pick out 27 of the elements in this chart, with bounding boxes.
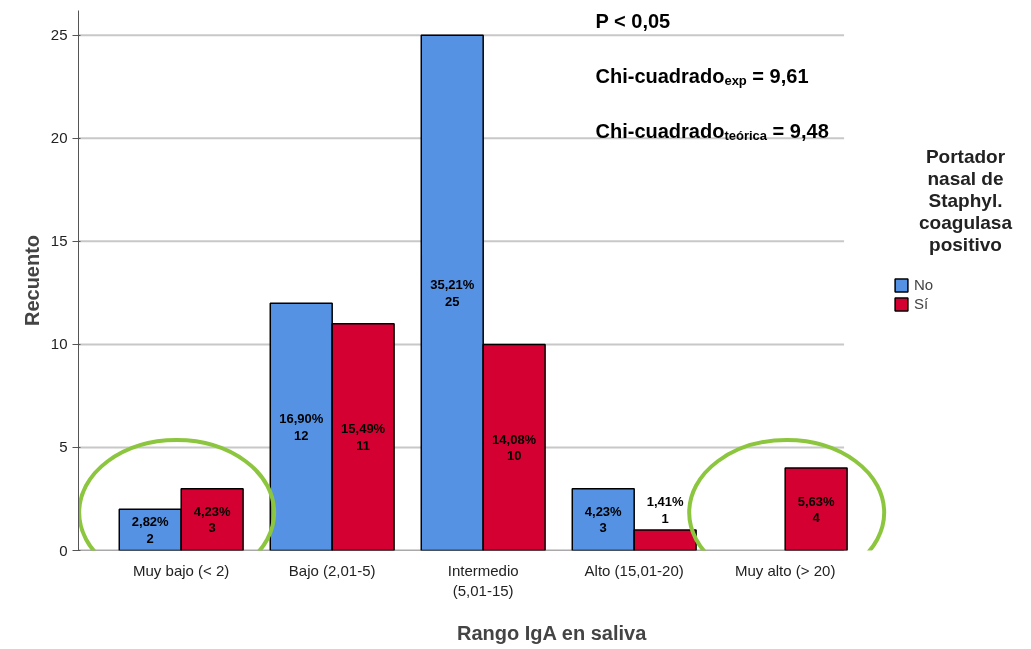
x-axis-title: Rango IgA en saliva	[456, 621, 648, 644]
data-label: 4,23% 3	[584, 503, 623, 536]
y-tick-label: 25	[50, 26, 68, 44]
legend-label: Sí	[914, 295, 930, 312]
y-tick-label: 15	[50, 232, 68, 250]
legend-title: Portador nasal de Staphyl. coagulasa positivo	[919, 145, 1013, 255]
y-tick-label: 0	[59, 541, 68, 559]
annotation: P < 0,05	[595, 9, 671, 32]
data-label: 16,90% 12	[279, 411, 324, 443]
data-label: 2,82% 2	[131, 514, 170, 546]
x-tick-label: Muy alto (> 20)	[734, 561, 836, 579]
x-tick-label: Intermedio (5,01-15)	[447, 561, 519, 599]
data-label: 15,49% 11	[341, 421, 386, 453]
y-tick-label: 5	[59, 438, 68, 456]
data-label: 4,23% 3	[193, 503, 232, 536]
data-label: 5,63% 4	[797, 493, 836, 526]
legend-label: No	[914, 276, 934, 293]
x-tick-label: Muy bajo (< 2)	[133, 561, 230, 579]
data-label: 35,21% 25	[430, 277, 475, 309]
y-tick-label: 20	[50, 129, 68, 147]
y-axis-title: Recuento	[20, 234, 43, 327]
x-tick-label: Bajo (2,01-5)	[288, 561, 376, 579]
x-tick-label: Alto (15,01-20)	[584, 561, 684, 579]
data-label: 14,08% 10	[492, 431, 537, 464]
y-tick-label: 10	[50, 335, 68, 353]
bar	[784, 467, 848, 551]
data-label: 1,41% 1	[646, 494, 685, 526]
